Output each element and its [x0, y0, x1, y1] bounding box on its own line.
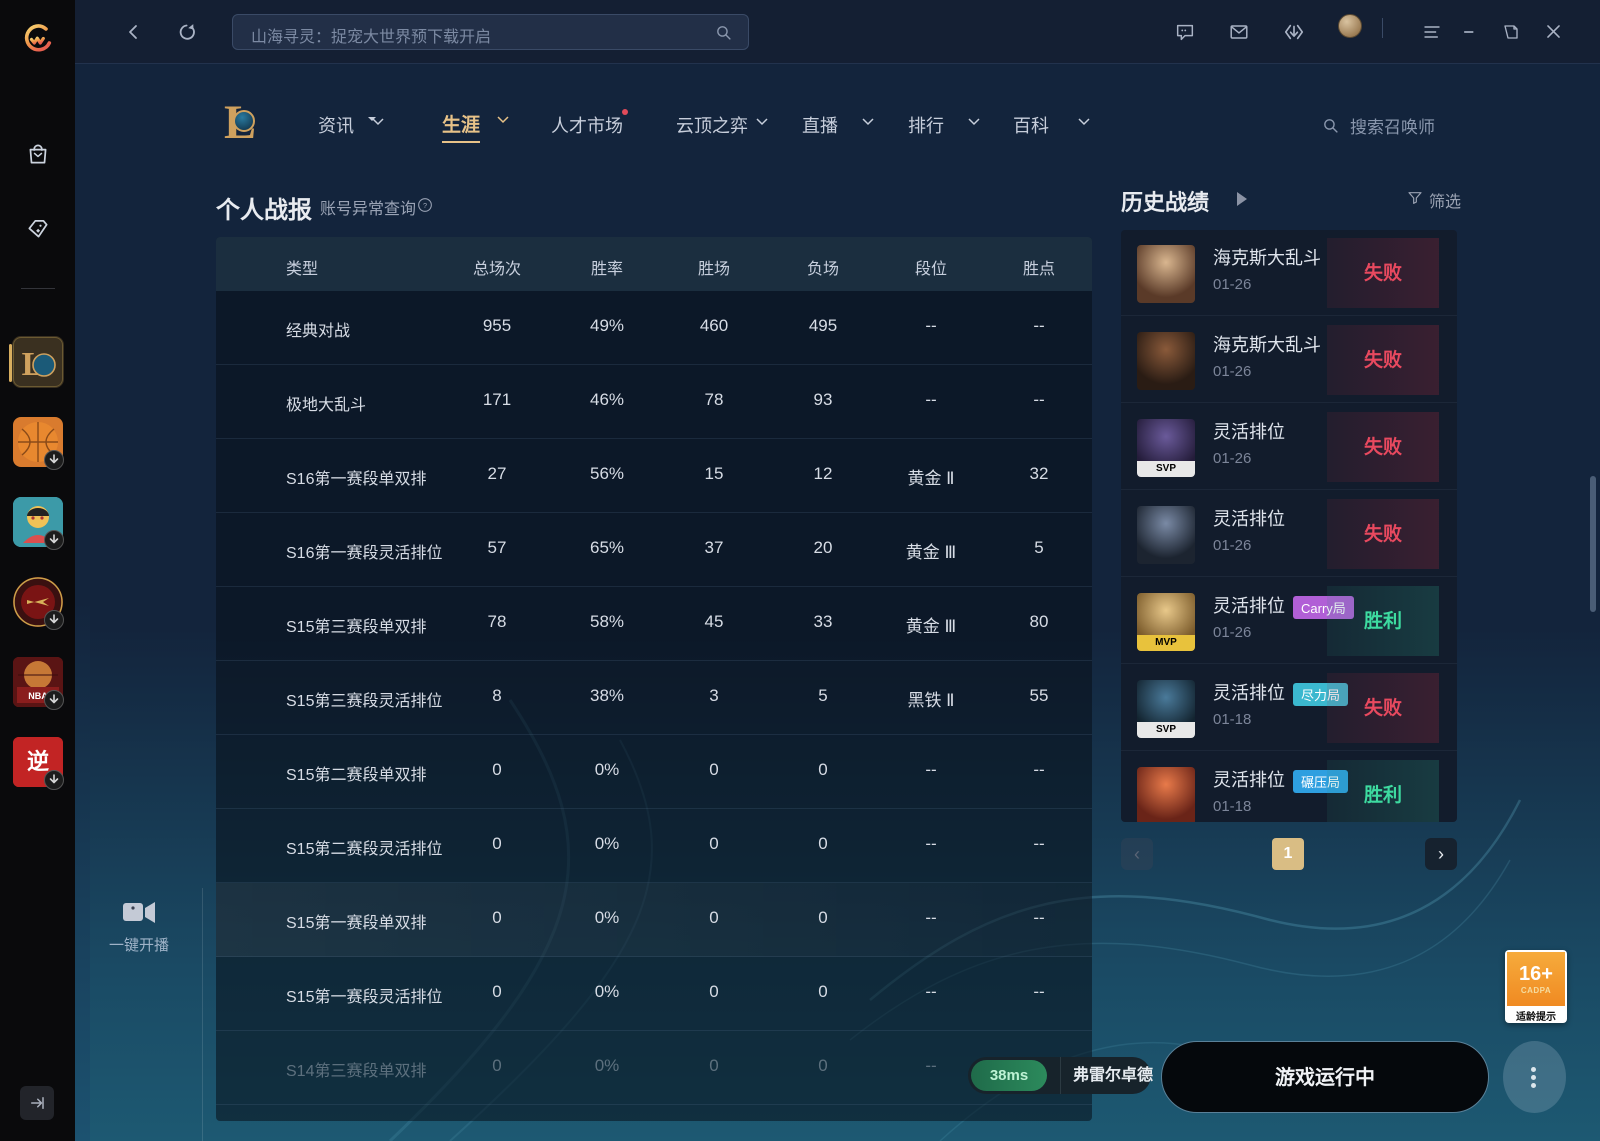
svg-text:?: ? — [423, 201, 427, 210]
